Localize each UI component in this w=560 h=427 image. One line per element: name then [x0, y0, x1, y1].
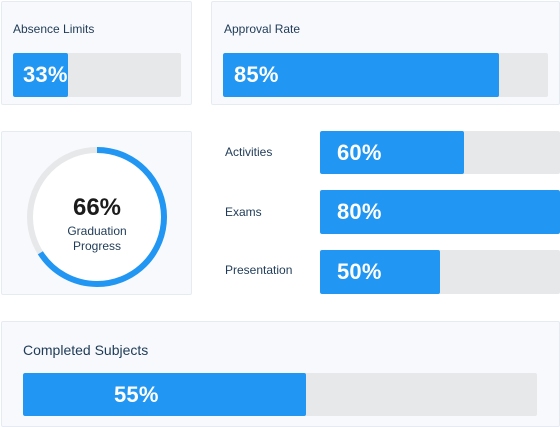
approval-rate-value: 85% — [234, 62, 279, 87]
exams-label: Exams — [225, 205, 262, 219]
exams-value: 80% — [337, 199, 382, 224]
presentation-value: 50% — [337, 259, 382, 284]
activities-label: Activities — [225, 145, 273, 159]
graduation-ring: 66% Graduation Progress — [22, 142, 172, 292]
activities-fill — [320, 131, 464, 174]
graduation-value: 66% — [72, 194, 122, 221]
completed-subjects-card: Completed Subjects 55% — [1, 321, 560, 427]
approval-rate-card: Approval Rate 85% — [211, 1, 560, 105]
presentation-fill — [320, 250, 440, 294]
activities-value: 60% — [337, 139, 382, 165]
activities-bar: 60% — [320, 131, 560, 174]
graduation-progress-card: 66% Graduation Progress — [1, 131, 192, 295]
completed-subjects-value: 55% — [114, 381, 159, 407]
graduation-ring-arc — [27, 147, 167, 287]
graduation-ring-chart — [27, 147, 167, 287]
absence-limits-bar: 33% — [13, 53, 181, 97]
absence-limits-value: 33% — [23, 62, 68, 87]
exams-bar: 80% — [320, 190, 560, 234]
absence-limits-fill — [13, 53, 69, 97]
absence-limits-card: Absence Limits 33% — [1, 1, 192, 105]
graduation-label-line1: Graduation — [67, 224, 127, 238]
completed-subjects-bar: 55% — [23, 373, 537, 416]
presentation-label: Presentation — [225, 263, 293, 277]
approval-rate-fill — [223, 53, 500, 97]
completed-subjects-title: Completed Subjects — [23, 342, 149, 358]
absence-limits-title: Absence Limits — [13, 22, 95, 36]
approval-rate-bar: 85% — [223, 53, 548, 97]
exams-fill — [320, 190, 560, 234]
approval-rate-title: Approval Rate — [224, 22, 301, 36]
presentation-bar: 50% — [320, 250, 560, 294]
completed-subjects-fill — [23, 373, 306, 416]
graduation-label-line2: Progress — [72, 239, 122, 253]
